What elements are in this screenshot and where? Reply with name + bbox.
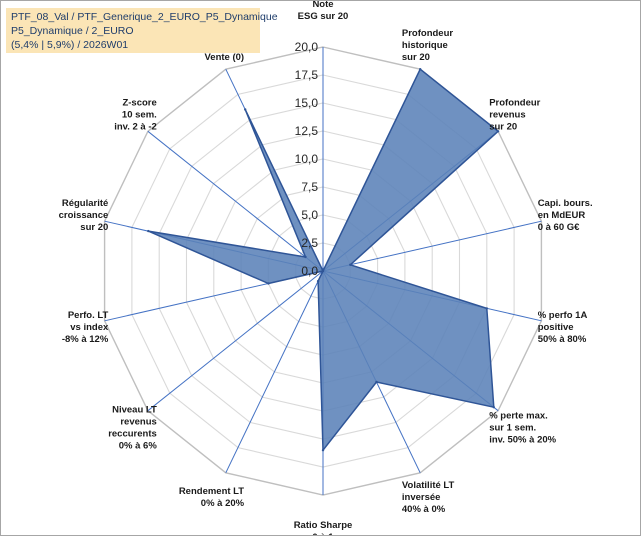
axis-label: 0 à 1 bbox=[312, 532, 334, 535]
portfolio-profile: P5_Dynamique / 2_EURO bbox=[11, 25, 134, 37]
portfolio-name: PTF_08_Val / PTF_Generique_2_EURO_P5_Dyn… bbox=[11, 11, 278, 23]
axis-spoke bbox=[225, 270, 324, 474]
radial-tick-labels: 0,0 2,5 5,0 7,5 10,0 12,5 15,0 17,5 20,0 bbox=[295, 40, 319, 278]
axis-label: Volatilité LT bbox=[402, 480, 455, 491]
axis-label: Vente (0) bbox=[204, 52, 244, 63]
radial-tick-label: 10,0 bbox=[295, 152, 319, 166]
axis-label: sur 20 bbox=[80, 222, 108, 233]
axis-label: revenus bbox=[489, 110, 525, 121]
axis-label: inv. 50% à 20% bbox=[489, 435, 556, 446]
axis-label: 50% à 80% bbox=[538, 334, 587, 345]
data-point bbox=[147, 229, 150, 233]
axis-label: sur 1 sem. bbox=[489, 423, 536, 434]
data-point bbox=[316, 279, 320, 283]
axis-label: 0% à 20% bbox=[201, 498, 245, 509]
axis-label: inv. 2 à -2 bbox=[114, 122, 157, 133]
data-point bbox=[304, 255, 307, 259]
axis-label: inversée bbox=[402, 492, 441, 503]
data-point bbox=[492, 406, 495, 409]
portfolio-info-box: PTF_08_Val / PTF_Generique_2_EURO_P5_Dyn… bbox=[6, 8, 278, 53]
axis-label: Profondeur bbox=[402, 28, 453, 39]
data-point bbox=[496, 130, 500, 133]
radial-tick-label: 7,5 bbox=[301, 180, 318, 194]
axis-spoke bbox=[147, 130, 324, 272]
axis-label: Régularité bbox=[62, 198, 108, 209]
data-point bbox=[321, 449, 325, 452]
axis-label: sur 20 bbox=[489, 122, 517, 133]
axis-label: 0% à 6% bbox=[119, 441, 158, 452]
axis-label: ESG sur 20 bbox=[298, 11, 349, 22]
axis-label: Ratio Sharpe bbox=[294, 520, 353, 531]
axis-label: % perfo 1A bbox=[538, 310, 588, 321]
data-point bbox=[485, 307, 488, 310]
data-point bbox=[267, 282, 270, 285]
axis-label: -8% à 12% bbox=[62, 334, 109, 345]
axis-label: reccurents bbox=[108, 429, 157, 440]
axis-label: 0 à 60 G€ bbox=[538, 222, 580, 233]
radial-tick-label: 20,0 bbox=[295, 40, 319, 54]
axis-label: 40% à 0% bbox=[402, 504, 446, 515]
axis-label: positive bbox=[538, 322, 574, 333]
axis-label: en MdEUR bbox=[538, 210, 586, 221]
radial-tick-label: 2,5 bbox=[301, 236, 318, 250]
axis-label: Niveau LT bbox=[112, 405, 157, 416]
data-point bbox=[244, 108, 247, 111]
axis-label: Perfo. LT bbox=[68, 310, 109, 321]
axis-label: Capi. bours. bbox=[538, 198, 593, 209]
axis-spoke bbox=[322, 220, 542, 272]
radial-tick-label: 0,0 bbox=[301, 264, 318, 278]
data-point bbox=[375, 380, 378, 384]
axis-label: sur 20 bbox=[402, 52, 430, 63]
data-point bbox=[321, 269, 325, 273]
radial-tick-label: 12,5 bbox=[295, 124, 319, 138]
axis-label: % perte max. bbox=[489, 411, 548, 422]
axis-spoke bbox=[147, 270, 324, 412]
axis-label: Rendement LT bbox=[179, 486, 244, 497]
data-point bbox=[419, 68, 422, 71]
portfolio-stats: (5,4% | 5,9%) / 2026W01 bbox=[11, 39, 129, 51]
radar-series bbox=[147, 68, 500, 452]
radial-tick-label: 17,5 bbox=[295, 68, 319, 82]
axis-label: Z-score bbox=[122, 98, 156, 109]
radial-tick-label: 5,0 bbox=[301, 208, 318, 222]
data-point bbox=[349, 263, 352, 266]
radial-tick-label: 15,0 bbox=[295, 96, 319, 110]
axis-label: croissance bbox=[59, 210, 109, 221]
axis-label: historique bbox=[402, 40, 448, 51]
axis-label: 10 sem. bbox=[122, 110, 157, 121]
axis-label: revenus bbox=[120, 417, 156, 428]
axis-label: vs index bbox=[70, 322, 109, 333]
axis-label: Note bbox=[312, 1, 333, 10]
axis-label: Profondeur bbox=[489, 98, 540, 109]
